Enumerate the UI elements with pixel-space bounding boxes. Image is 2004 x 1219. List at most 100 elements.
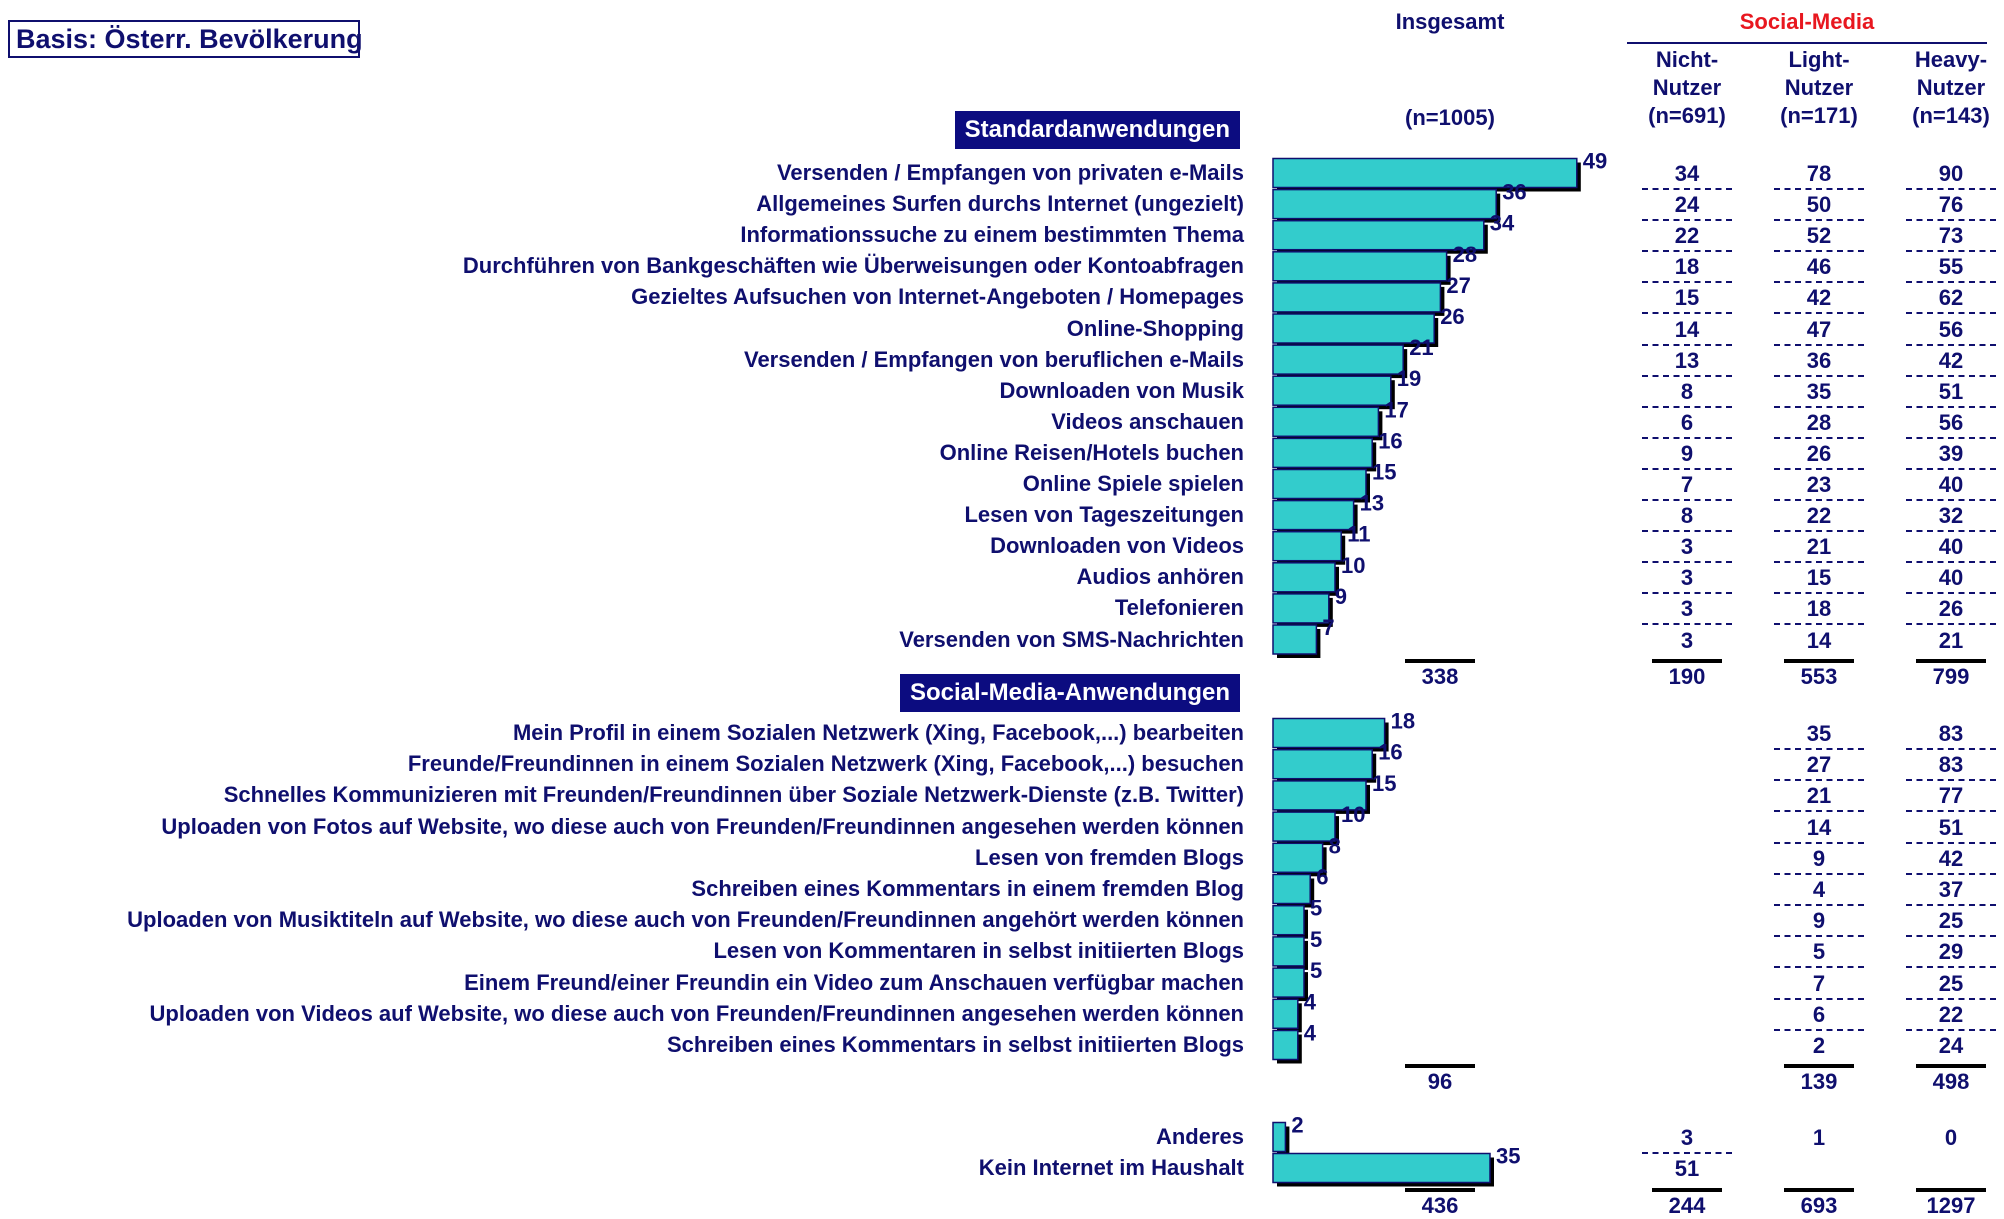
table-cell: 24 [1674, 192, 1700, 218]
total-value: 553 [1800, 664, 1838, 689]
table-cell: 35 [1806, 378, 1832, 404]
category-label: Videos anschauen [1051, 408, 1244, 434]
bar [1272, 717, 1386, 749]
row-separator [1774, 499, 1864, 501]
bar [1272, 780, 1367, 811]
category-label: Online Reisen/Hotels buchen [939, 439, 1244, 465]
total-rule [1784, 659, 1854, 663]
row-separator [1774, 872, 1864, 875]
row-separator [1774, 250, 1864, 253]
category-label: Telefonieren [1114, 595, 1244, 621]
bar-value-label: 28 [1453, 242, 1477, 267]
table-cell: 40 [1938, 565, 1964, 591]
bar [1272, 406, 1380, 438]
total-rule [1916, 1064, 1986, 1068]
bar [1272, 344, 1404, 375]
total-rule [1405, 659, 1475, 663]
bar [1272, 998, 1299, 1030]
bar-value-label: 5 [1310, 896, 1322, 921]
bar-value-label: 6 [1316, 865, 1328, 890]
table-cell: 34 [1674, 161, 1700, 186]
table-cell: 26 [1806, 440, 1832, 466]
category-label: Schreiben eines Kommentars in selbst ini… [666, 1032, 1244, 1057]
row-separator [1642, 312, 1732, 315]
category-label: Einem Freund/einer Freundin ein Video zu… [464, 969, 1244, 995]
category-label: Schnelles Kommunizieren mit Freunden/Fre… [223, 782, 1244, 808]
bar [1272, 936, 1305, 967]
row-separator [1774, 188, 1864, 190]
row-separator [1642, 343, 1732, 346]
bar [1272, 1152, 1491, 1184]
category-label: Durchführen von Bankgeschäften wie Überw… [462, 253, 1244, 279]
table-cell: 24 [1938, 1033, 1964, 1058]
table-cell: 40 [1938, 534, 1964, 560]
row-separator [1642, 219, 1732, 222]
row-separator [1906, 841, 1996, 844]
total-value: 799 [1932, 664, 1970, 689]
bar-value-label: 4 [1304, 989, 1317, 1014]
bar [1272, 157, 1578, 189]
table-cell: 56 [1938, 316, 1964, 342]
table-cell: 78 [1806, 161, 1832, 186]
table-cell: 14 [1806, 627, 1832, 653]
header-overall-n: (n=1005) [1405, 105, 1495, 130]
table-cell: 7 [1812, 970, 1826, 996]
category-label: Audios anhören [1076, 564, 1244, 590]
section-title-social: Social-Media-Anwendungen [899, 674, 1240, 712]
bar [1272, 842, 1324, 874]
table-cell: 22 [1806, 503, 1832, 529]
category-label: Kein Internet im Haushalt [978, 1155, 1244, 1180]
total-value: 436 [1421, 1193, 1459, 1218]
row-separator [1774, 623, 1864, 626]
bar [1272, 624, 1318, 655]
row-separator [1906, 219, 1996, 222]
bar-value-label: 9 [1335, 584, 1347, 609]
category-label: Informationssuche zu einem bestimmten Th… [740, 222, 1244, 248]
table-cell: 56 [1938, 409, 1964, 435]
table-cell: 3 [1680, 534, 1694, 560]
total-value: 139 [1800, 1069, 1838, 1094]
row-separator [1906, 250, 1996, 253]
row-separator [1906, 779, 1996, 782]
total-rule [1916, 1188, 1986, 1192]
table-cell: 1 [1812, 1125, 1826, 1150]
table-cell: 7 [1680, 472, 1694, 497]
table-cell: 8 [1680, 378, 1694, 404]
section-title-standard: Standardanwendungen [954, 111, 1240, 149]
table-cell: 5 [1812, 939, 1826, 965]
table-cell: 51 [1938, 378, 1964, 404]
bar-value-label: 5 [1310, 927, 1322, 952]
table-cell: 22 [1674, 223, 1700, 249]
bar [1272, 530, 1342, 562]
table-cell: 42 [1806, 285, 1832, 311]
table-cell: 29 [1938, 939, 1964, 965]
row-separator [1774, 748, 1864, 750]
bar [1272, 1121, 1287, 1153]
table-cell: 73 [1938, 223, 1964, 249]
row-separator [1774, 810, 1864, 813]
category-label: Mein Profil in einem Sozialen Netzwerk (… [512, 720, 1244, 745]
table-cell: 25 [1938, 908, 1964, 934]
total-value: 498 [1932, 1069, 1970, 1094]
header-social-media-rule [1627, 42, 1987, 44]
row-separator [1906, 374, 1996, 377]
category-label: Gezieltes Aufsuchen von Internet-Angebot… [631, 284, 1244, 310]
bar-value-label: 16 [1378, 740, 1402, 765]
table-cell: 51 [1938, 814, 1964, 840]
bar-value-label: 21 [1409, 335, 1433, 360]
bar-value-label: 2 [1291, 1113, 1303, 1138]
bar-value-label: 10 [1341, 802, 1365, 827]
row-separator [1774, 312, 1864, 315]
table-cell: 21 [1806, 783, 1832, 809]
category-label: Uploaden von Musiktiteln auf Website, wo… [127, 907, 1244, 933]
row-separator [1642, 374, 1732, 377]
row-separator [1906, 467, 1996, 470]
table-cell: 40 [1938, 472, 1964, 497]
category-label: Uploaden von Fotos auf Website, wo diese… [161, 813, 1244, 839]
row-separator [1774, 966, 1864, 969]
table-cell: 27 [1806, 752, 1832, 778]
row-separator [1906, 561, 1996, 564]
bar-value-label: 5 [1310, 958, 1322, 983]
table-cell: 22 [1938, 1001, 1964, 1027]
table-cell: 36 [1806, 347, 1832, 373]
